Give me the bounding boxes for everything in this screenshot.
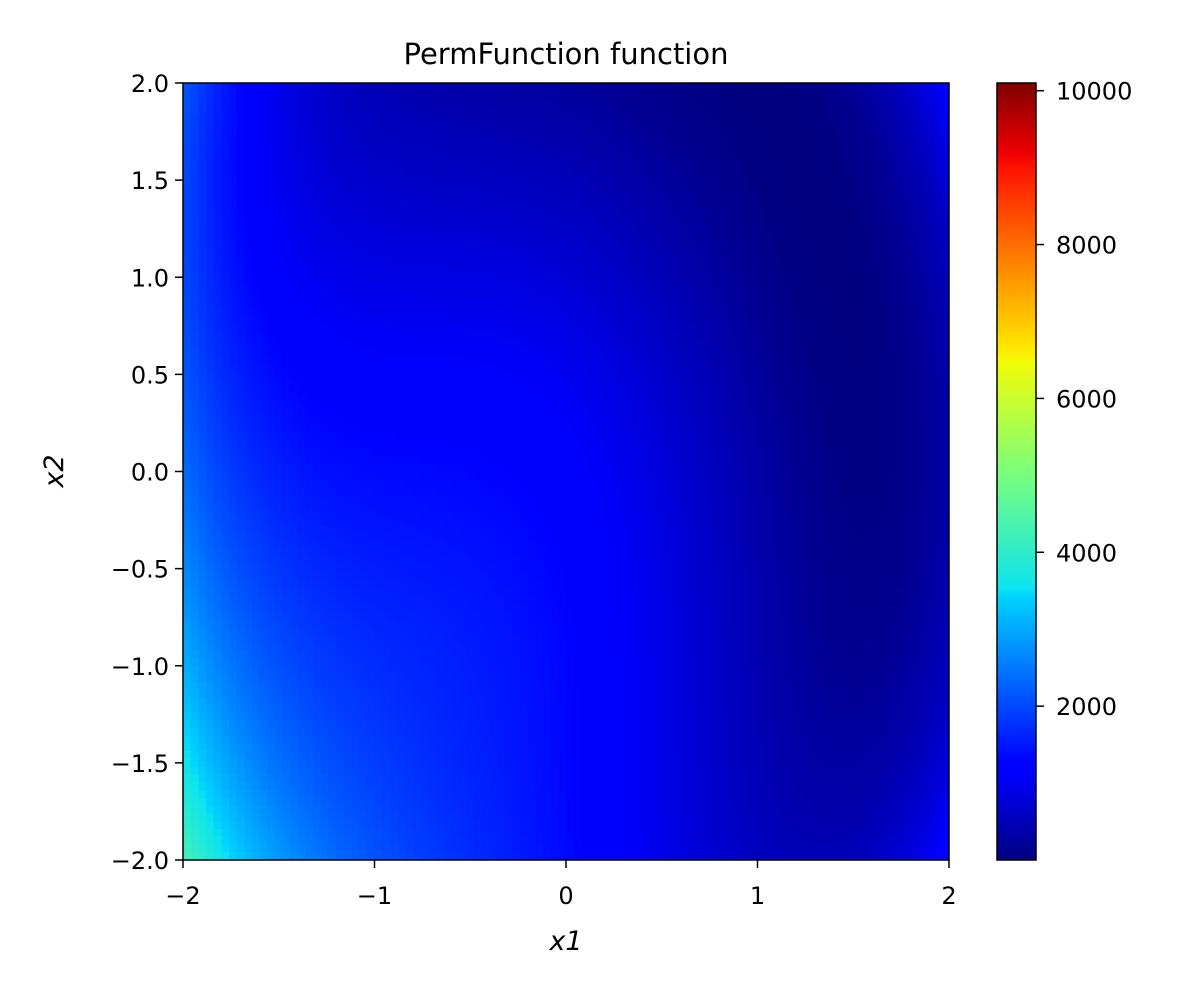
x-axis: −2 −1 0 1 2 xyxy=(165,860,957,910)
y-tick-label: −0.5 xyxy=(111,556,169,584)
chart-title: PermFunction function xyxy=(404,37,729,71)
y-tick-label: −2.0 xyxy=(111,847,169,875)
colorbar-tick-label: 6000 xyxy=(1056,385,1117,413)
x-tick-label: −2 xyxy=(165,882,200,910)
colorbar-tick-label: 8000 xyxy=(1056,232,1117,260)
y-tick-label: −1.5 xyxy=(111,750,169,778)
colorbar-tick-label: 2000 xyxy=(1056,693,1117,721)
y-axis: −2.0 −1.5 −1.0 −0.5 0.0 0.5 1.0 1.5 2.0 xyxy=(111,70,183,875)
colorbar-tick-label: 10000 xyxy=(1056,78,1132,106)
colorbar: 2000 4000 6000 8000 10000 xyxy=(996,78,1132,861)
y-tick-label: 2.0 xyxy=(131,70,169,98)
x-tick-label: 0 xyxy=(558,882,573,910)
colorbar-frame xyxy=(996,82,1037,861)
y-axis-label: x2 xyxy=(39,454,70,488)
y-tick-label: 1.0 xyxy=(131,264,169,292)
y-tick-label: 0.5 xyxy=(131,361,169,389)
x-axis-label: x1 xyxy=(548,926,582,957)
heatmap-plot xyxy=(182,82,950,861)
colorbar-gradient xyxy=(997,83,1036,860)
x-tick-label: 2 xyxy=(941,882,956,910)
colorbar-tick-label: 4000 xyxy=(1056,539,1117,567)
y-tick-label: 1.5 xyxy=(131,167,169,195)
y-tick-label: 0.0 xyxy=(131,459,169,487)
x-tick-label: 1 xyxy=(750,882,765,910)
heatmap-image xyxy=(183,83,949,860)
y-tick-label: −1.0 xyxy=(111,653,169,681)
x-tick-label: −1 xyxy=(357,882,392,910)
